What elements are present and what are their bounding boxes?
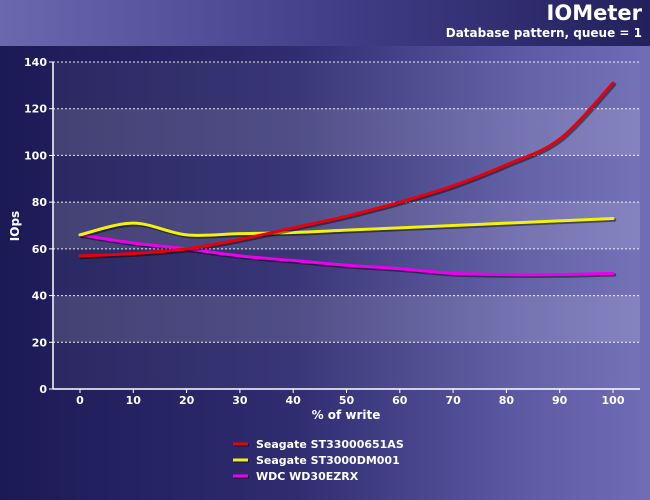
plot-band xyxy=(53,342,640,389)
plot-band xyxy=(53,62,640,109)
plot-band xyxy=(53,155,640,203)
gridlines xyxy=(53,61,640,343)
x-axis-label: % of write xyxy=(312,408,381,422)
plot-background xyxy=(53,62,640,389)
y-tick-label: 100 xyxy=(24,149,47,162)
x-tick-label: 40 xyxy=(286,394,302,407)
x-tick-label: 30 xyxy=(232,394,248,407)
x-tick-label: 0 xyxy=(76,394,84,407)
plot-band xyxy=(53,295,640,343)
legend: Seagate ST33000651AS Seagate ST3000DM001 W… xyxy=(233,438,404,483)
y-tick-label: 60 xyxy=(32,243,48,256)
y-tick-label: 20 xyxy=(32,336,48,349)
y-tick-label: 80 xyxy=(32,196,48,209)
chart-title: IOMeter xyxy=(546,1,642,25)
x-tick-label: 90 xyxy=(552,394,568,407)
y-axis-ticks: 0 20 40 60 80 100 120 140 xyxy=(24,56,53,396)
header-banner: IOMeter Database pattern, queue = 1 xyxy=(0,0,650,46)
legend-label: WDC WD30EZRX xyxy=(256,470,359,483)
x-axis-ticks: 0 10 20 30 40 50 60 70 80 90 100 xyxy=(76,389,625,407)
chart-subtitle: Database pattern, queue = 1 xyxy=(445,26,642,40)
y-tick-label: 0 xyxy=(39,383,47,396)
y-axis-label: IOps xyxy=(8,211,22,241)
series-line xyxy=(78,216,615,237)
x-tick-label: 20 xyxy=(179,394,195,407)
y-tick-label: 40 xyxy=(32,290,48,303)
series-line xyxy=(78,233,615,277)
legend-label: Seagate ST3000DM001 xyxy=(256,454,400,467)
series-line-shadow xyxy=(79,82,617,260)
x-tick-label: 70 xyxy=(445,394,461,407)
plot-band xyxy=(53,108,640,156)
x-tick-label: 50 xyxy=(339,394,355,407)
x-tick-label: 80 xyxy=(499,394,515,407)
y-tick-label: 140 xyxy=(24,56,47,69)
x-tick-label: 100 xyxy=(602,394,625,407)
plot-band xyxy=(53,248,640,296)
y-tick-label: 120 xyxy=(24,103,47,116)
x-tick-label: 60 xyxy=(392,394,408,407)
x-tick-label: 10 xyxy=(126,394,142,407)
series-lines xyxy=(78,81,617,278)
series-line xyxy=(78,81,615,258)
legend-label: Seagate ST33000651AS xyxy=(256,438,404,451)
